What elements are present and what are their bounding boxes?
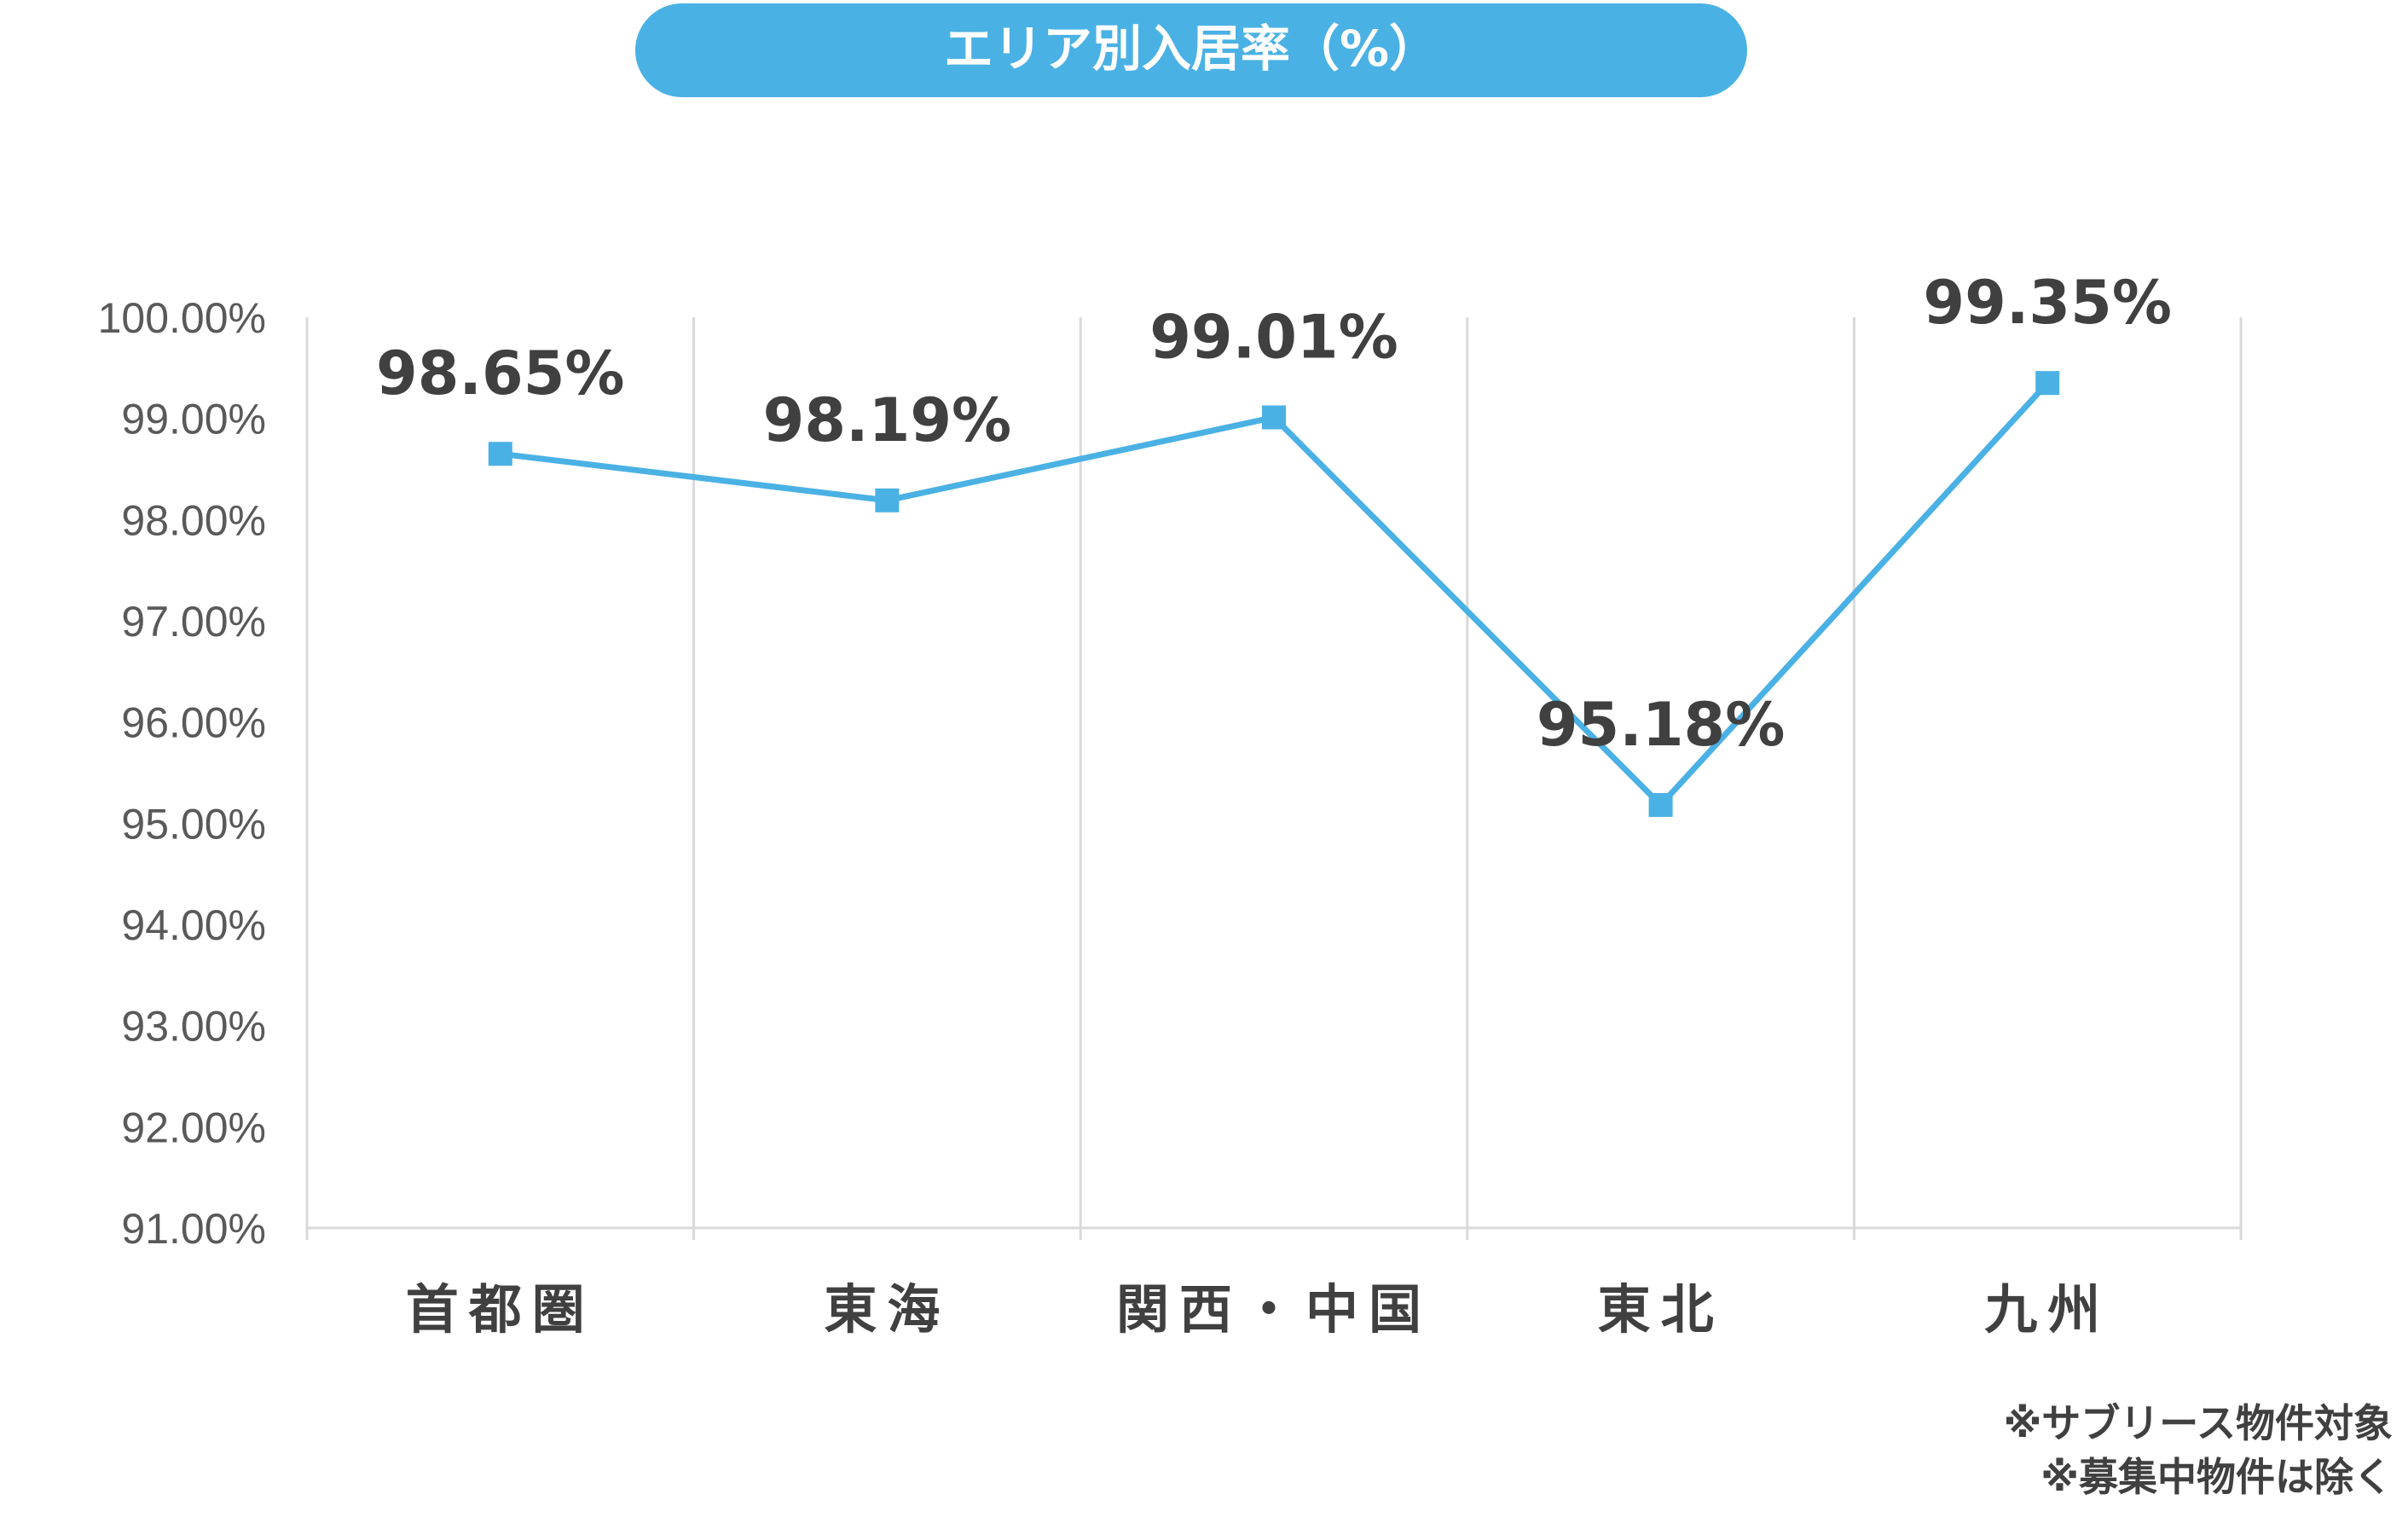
data-labels: 98.65% 98.19% 99.01% 95.18% 99.35% xyxy=(376,268,2172,760)
y-tick-label: 93.00% xyxy=(121,1003,266,1051)
data-label: 99.35% xyxy=(1923,268,2172,338)
x-category-label: 関西・中国 xyxy=(1116,1278,1432,1341)
x-category-label: 東北 xyxy=(1598,1278,1724,1341)
data-point-marker xyxy=(875,488,900,512)
title-banner: エリア別入居率（%） xyxy=(635,3,1747,97)
data-label: 95.18% xyxy=(1537,690,1786,760)
data-point-marker xyxy=(2035,371,2060,396)
chart-title: エリア別入居率（%） xyxy=(944,20,1438,78)
note-line: ※募集中物件は除く xyxy=(2040,1454,2393,1500)
y-tick-label: 100.00% xyxy=(98,294,266,342)
y-tick-label: 96.00% xyxy=(121,699,266,747)
data-point-marker xyxy=(488,442,512,466)
y-tick-label: 92.00% xyxy=(121,1103,266,1151)
data-label: 98.19% xyxy=(763,385,1012,455)
data-label: 99.01% xyxy=(1149,302,1398,372)
data-point-marker xyxy=(1648,792,1673,817)
grid xyxy=(305,317,2243,1240)
data-point-marker xyxy=(1262,405,1286,430)
y-axis-tick-labels: 91.00% 92.00% 93.00% 94.00% 95.00% 96.00% 97.0… xyxy=(98,294,266,1253)
notes: ※サブリース物件対象 ※募集中物件は除く xyxy=(2004,1400,2393,1500)
title-background xyxy=(635,3,1747,97)
data-label: 98.65% xyxy=(376,339,625,408)
y-tick-label: 91.00% xyxy=(121,1205,266,1253)
y-tick-label: 97.00% xyxy=(121,598,266,646)
x-category-label: 九州 xyxy=(1984,1278,2110,1341)
y-tick-label: 98.00% xyxy=(121,496,266,544)
series xyxy=(488,371,2060,817)
y-tick-label: 95.00% xyxy=(121,800,266,848)
x-category-label: 東海 xyxy=(824,1278,950,1341)
y-tick-label: 99.00% xyxy=(121,396,266,443)
x-category-label: 首都圏 xyxy=(406,1278,595,1341)
series-line xyxy=(500,380,2050,808)
y-tick-label: 94.00% xyxy=(121,901,266,949)
note-line: ※サブリース物件対象 xyxy=(2004,1400,2393,1446)
x-axis-category-labels: 首都圏 東海 関西・中国 東北 九州 xyxy=(406,1278,2110,1341)
